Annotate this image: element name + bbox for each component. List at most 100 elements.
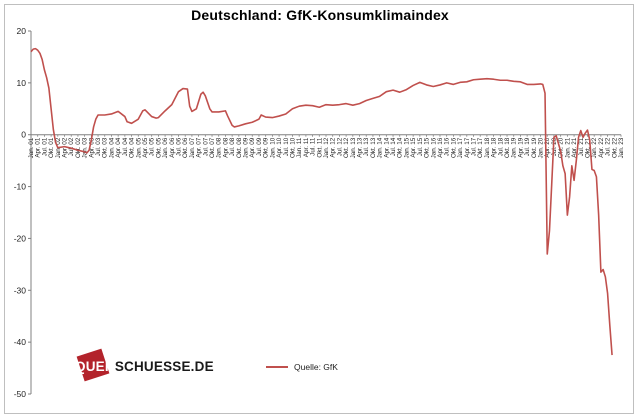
x-tick-label: Jan. 07 [189, 137, 196, 158]
x-tick-label: Okt. 03 [102, 137, 109, 158]
x-tick-label: Jul. 11 [310, 137, 317, 156]
x-tick-label: Jul. 06 [176, 137, 183, 156]
x-tick-label: Jan. 09 [243, 137, 250, 158]
x-tick-label: Jul. 12 [336, 137, 343, 156]
x-tick-label: Okt. 01 [48, 137, 55, 158]
logo-text-part1: QUER [75, 359, 115, 374]
y-tick-label: -20 [14, 233, 27, 243]
x-tick-label: Apr. 10 [276, 137, 283, 157]
x-tick-label: Jul. 10 [283, 137, 290, 156]
logo-text-part2: SCHUESSE.DE [114, 359, 214, 374]
x-tick-label: Apr. 08 [222, 137, 229, 157]
x-tick-label: Okt. 02 [75, 137, 82, 158]
series-layer [30, 47, 613, 356]
x-tick-label: Jul. 22 [605, 137, 612, 156]
x-tick-label: Okt. 14 [397, 137, 404, 158]
x-tick-label: Apr. 22 [598, 137, 605, 157]
series-line [30, 47, 613, 356]
x-tick-label: Jan. 12 [323, 137, 330, 158]
x-tick-label: Jan. 17 [457, 137, 464, 158]
x-axis: Jan. 01 Apr. 01 Jul. 01 Okt. 01 Jan. 02 Apr. … [28, 134, 625, 158]
x-tick-label: Okt. 19 [531, 137, 538, 158]
x-tick-label: Jan. 10 [269, 137, 276, 158]
x-tick-label: Jan. 11 [296, 137, 303, 158]
x-tick-label: Jul. 03 [95, 137, 102, 156]
x-tick-label: Apr. 20 [544, 137, 551, 157]
legend-swatch [266, 366, 288, 368]
x-tick-label: Jan. 22 [591, 137, 598, 158]
x-tick-label: Apr. 19 [517, 137, 524, 157]
x-tick-label: Apr. 16 [437, 137, 444, 157]
x-tick-label: Apr. 12 [330, 137, 337, 157]
x-tick-label: Apr. 07 [196, 137, 203, 157]
x-tick-label: Jan. 19 [511, 137, 518, 158]
x-tick-label: Jul. 04 [122, 137, 129, 156]
x-tick-label: Okt. 11 [316, 137, 323, 157]
x-tick-label: Jul. 17 [471, 137, 478, 156]
x-tick-label: Jul. 21 [578, 137, 585, 156]
x-tick-label: Okt. 17 [477, 137, 484, 158]
legend-label: Quelle: GfK [294, 362, 338, 372]
x-tick-label: Jul. 08 [229, 137, 236, 156]
x-tick-label: Apr. 04 [115, 137, 122, 157]
x-tick-label: Jan. 21 [564, 137, 571, 158]
chart-frame [4, 4, 634, 414]
x-tick-label: Okt. 10 [289, 137, 296, 158]
x-tick-label: Apr. 14 [383, 137, 390, 157]
x-tick-label: Okt. 04 [129, 137, 136, 158]
y-tick-label: -40 [14, 337, 27, 347]
x-tick-label: Jan. 20 [538, 137, 545, 158]
y-tick-label: 0 [21, 130, 26, 140]
x-tick-label: Jan. 15 [403, 137, 410, 158]
x-tick-label: Jul. 20 [551, 137, 558, 156]
x-tick-label: Jan. 14 [377, 137, 384, 158]
x-tick-label: Jul. 16 [444, 137, 451, 156]
x-tick-label: Jul. 05 [149, 137, 156, 156]
x-tick-label: Apr. 21 [571, 137, 578, 157]
x-tick-label: Okt. 18 [504, 137, 511, 158]
x-tick-label: Jan. 23 [618, 137, 625, 158]
logo-text: QUERSCHUESSE.DE [75, 359, 214, 374]
x-tick-label: Jul. 07 [202, 137, 209, 156]
x-tick-label: Jul. 13 [363, 137, 370, 156]
x-tick-label: Jan. 01 [28, 137, 35, 158]
x-tick-label: Okt. 08 [236, 137, 243, 158]
x-tick-label: Jul. 09 [256, 137, 263, 156]
x-tick-label: Jul. 15 [417, 137, 424, 156]
y-tick-label: 10 [17, 78, 27, 88]
chart-title: Deutschland: GfK-Konsumklimaindex [191, 7, 449, 23]
legend: Quelle: GfK [266, 362, 338, 372]
x-tick-label: Okt. 13 [370, 137, 377, 158]
x-tick-label: Apr. 11 [303, 137, 310, 157]
x-tick-label: Jul. 19 [524, 137, 531, 156]
x-tick-label: Apr. 01 [35, 137, 42, 157]
x-tick-label: Okt. 09 [263, 137, 270, 158]
y-tick-label: 20 [17, 26, 27, 36]
x-tick-label: Apr. 13 [357, 137, 364, 157]
x-tick-label: Apr. 03 [88, 137, 95, 157]
x-tick-label: Apr. 09 [249, 137, 256, 157]
x-tick-label: Jul. 02 [68, 137, 75, 156]
x-tick-label: Jan. 13 [350, 137, 357, 158]
x-tick-label: Apr. 17 [464, 137, 471, 157]
x-tick-label: Jan. 18 [484, 137, 491, 158]
x-tick-label: Okt. 05 [155, 137, 162, 158]
x-tick-label: Jul. 14 [390, 137, 397, 156]
y-tick-label: -10 [14, 182, 27, 192]
x-tick-label: Apr. 06 [169, 137, 176, 157]
x-tick-label: Okt. 20 [558, 137, 565, 158]
x-tick-label: Okt. 06 [182, 137, 189, 158]
y-axis: 20 10 0 -10 -20 -30 -40 -50 [14, 26, 32, 399]
x-tick-label: Jan. 03 [82, 137, 89, 158]
x-tick-label: Okt. 22 [611, 137, 618, 158]
x-tick-label: Okt. 15 [424, 137, 431, 158]
y-tick-label: -50 [14, 389, 27, 399]
x-tick-label: Okt. 07 [209, 137, 216, 158]
x-tick-label: Jan. 06 [162, 137, 169, 158]
x-tick-label: Jul. 01 [41, 137, 48, 156]
x-tick-label: Okt. 12 [343, 137, 350, 158]
x-tick-label: Jul. 18 [497, 137, 504, 156]
x-tick-label: Apr. 15 [410, 137, 417, 157]
x-tick-label: Jan. 05 [135, 137, 142, 158]
x-tick-label: Okt. 16 [450, 137, 457, 158]
